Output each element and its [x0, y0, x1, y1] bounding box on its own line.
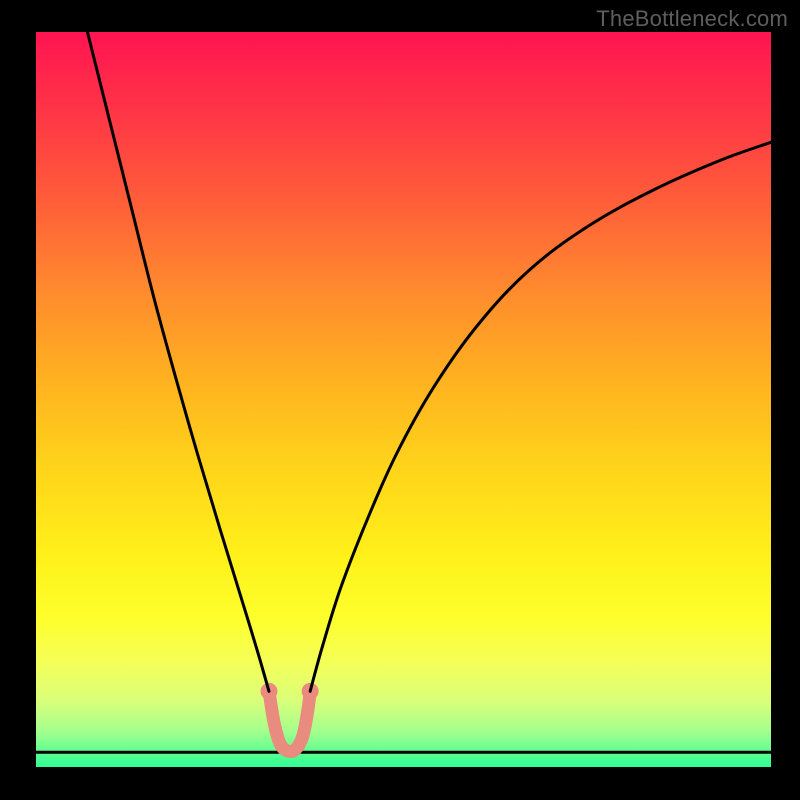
gradient-background: [36, 32, 771, 767]
watermark-text: TheBottleneck.com: [596, 6, 788, 32]
plot-area: [36, 32, 771, 767]
chart-container: TheBottleneck.com: [0, 0, 800, 800]
